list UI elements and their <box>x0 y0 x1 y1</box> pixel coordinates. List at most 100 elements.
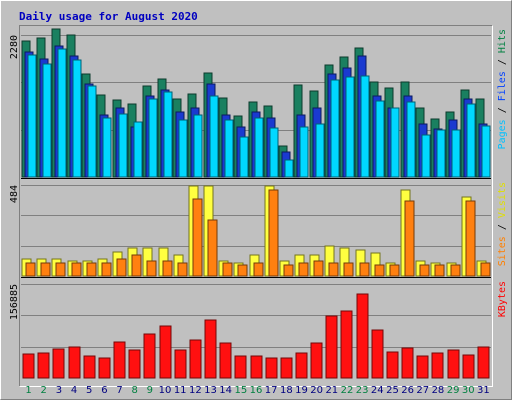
legend-entry: KBytes <box>497 281 508 317</box>
panel-legend: Pages / Files / Hits <box>497 29 508 149</box>
bar-sites-day-26 <box>404 200 415 277</box>
bar-sites-day-12 <box>192 198 203 277</box>
day-label-30: 30 <box>462 385 475 396</box>
bar-kbytes-day-12 <box>189 339 202 379</box>
day-label-15: 15 <box>234 385 247 396</box>
bar-pages-day-23 <box>360 75 370 178</box>
inner-bevel-light <box>19 25 493 387</box>
bar-sites-day-6 <box>101 262 112 277</box>
day-label-24: 24 <box>371 385 384 396</box>
day-label-2: 2 <box>41 385 47 396</box>
bar-kbytes-day-28 <box>431 352 444 379</box>
kbytes-panel: 156885 KBytes <box>9 277 508 379</box>
day-label-13: 13 <box>204 385 217 396</box>
bar-sites-day-25 <box>389 264 400 277</box>
bar-sites-day-30 <box>465 200 476 277</box>
day-label-7: 7 <box>116 385 122 396</box>
bar-sites-day-15 <box>237 264 248 277</box>
bar-pages-day-16 <box>254 117 264 178</box>
bar-pages-day-26 <box>406 101 416 178</box>
bar-pages-day-18 <box>284 159 294 178</box>
day-label-18: 18 <box>280 385 293 396</box>
day-label-23: 23 <box>356 385 369 396</box>
bar-pages-day-17 <box>269 127 279 178</box>
bar-sites-day-2 <box>40 262 51 277</box>
bar-sites-day-16 <box>253 262 264 277</box>
bar-sites-day-22 <box>343 262 354 277</box>
bar-kbytes-day-8 <box>128 349 141 379</box>
bar-sites-day-14 <box>222 262 233 277</box>
day-label-4: 4 <box>71 385 77 396</box>
panel-legend: KBytes <box>497 281 508 317</box>
bar-kbytes-day-18 <box>280 357 293 379</box>
day-label-31: 31 <box>477 385 490 396</box>
bar-kbytes-day-21 <box>325 315 338 379</box>
legend-entry: Hits <box>497 29 508 53</box>
bar-sites-day-4 <box>71 262 82 277</box>
bar-pages-day-15 <box>239 136 249 178</box>
bar-kbytes-day-29 <box>447 349 460 379</box>
bar-kbytes-day-31 <box>477 346 490 379</box>
bar-kbytes-day-24 <box>371 329 384 379</box>
bar-sites-day-11 <box>177 262 188 277</box>
bar-pages-day-8 <box>133 121 143 178</box>
day-label-14: 14 <box>219 385 232 396</box>
bar-pages-day-24 <box>375 100 385 178</box>
bar-sites-day-29 <box>450 264 461 277</box>
day-label-9: 9 <box>147 385 153 396</box>
hits-panel: 2280 Pages / Files / Hits <box>9 27 508 178</box>
day-label-29: 29 <box>447 385 460 396</box>
axis-max-label: 156885 <box>9 284 20 320</box>
legend-entry: Pages <box>497 119 508 149</box>
bar-kbytes-day-16 <box>250 355 263 379</box>
bar-pages-day-29 <box>451 129 461 178</box>
bar-kbytes-day-6 <box>98 357 111 379</box>
bar-pages-day-2 <box>42 63 52 178</box>
day-label-17: 17 <box>265 385 278 396</box>
day-label-1: 1 <box>25 385 31 396</box>
bar-pages-day-21 <box>330 79 340 178</box>
bar-sites-day-8 <box>131 254 142 277</box>
bar-kbytes-day-2 <box>37 352 50 379</box>
bar-pages-day-3 <box>57 48 67 178</box>
chart-title: Daily usage for August 2020 <box>19 10 198 23</box>
bar-sites-day-10 <box>162 260 173 277</box>
bar-pages-day-7 <box>118 113 128 178</box>
bar-pages-day-5 <box>87 85 97 178</box>
day-label-22: 22 <box>341 385 354 396</box>
day-label-20: 20 <box>310 385 323 396</box>
bar-pages-day-11 <box>178 119 188 178</box>
bar-sites-day-24 <box>374 264 385 277</box>
legend-entry: / <box>497 218 508 236</box>
bar-pages-day-13 <box>209 95 219 178</box>
bar-sites-day-1 <box>25 262 36 277</box>
day-label-10: 10 <box>159 385 172 396</box>
x-axis-labels: 1 2 3 4 5 6 7 8 9 10 11 12 13 14 15 16 17 18 19 20 21 22 23 24 2… <box>25 385 489 396</box>
bar-kbytes-day-22 <box>340 310 353 379</box>
legend-entry: Sites <box>497 236 508 266</box>
bar-pages-day-25 <box>390 107 400 178</box>
bar-pages-day-1 <box>27 54 37 178</box>
bar-sites-day-31 <box>480 262 491 277</box>
bar-pages-day-22 <box>345 76 355 178</box>
day-label-25: 25 <box>386 385 399 396</box>
panel-legend: Sites / Visits <box>497 182 508 266</box>
bar-pages-day-27 <box>421 134 431 178</box>
legend-entry: Visits <box>497 182 508 218</box>
bar-pages-day-31 <box>481 125 491 178</box>
bar-sites-day-13 <box>207 219 218 277</box>
visits-panel: 484 Sites / Visits <box>9 178 508 277</box>
bar-pages-day-12 <box>193 114 203 178</box>
bar-kbytes-day-30 <box>462 354 475 379</box>
day-label-6: 6 <box>101 385 107 396</box>
bar-kbytes-day-27 <box>416 355 429 379</box>
bar-sites-day-9 <box>146 260 157 277</box>
axis-max-label: 2280 <box>9 35 20 59</box>
legend-entry: Files <box>497 71 508 101</box>
day-label-21: 21 <box>325 385 338 396</box>
axis-max-label: 484 <box>9 185 20 203</box>
bar-kbytes-day-19 <box>295 352 308 379</box>
bar-pages-day-19 <box>299 126 309 178</box>
